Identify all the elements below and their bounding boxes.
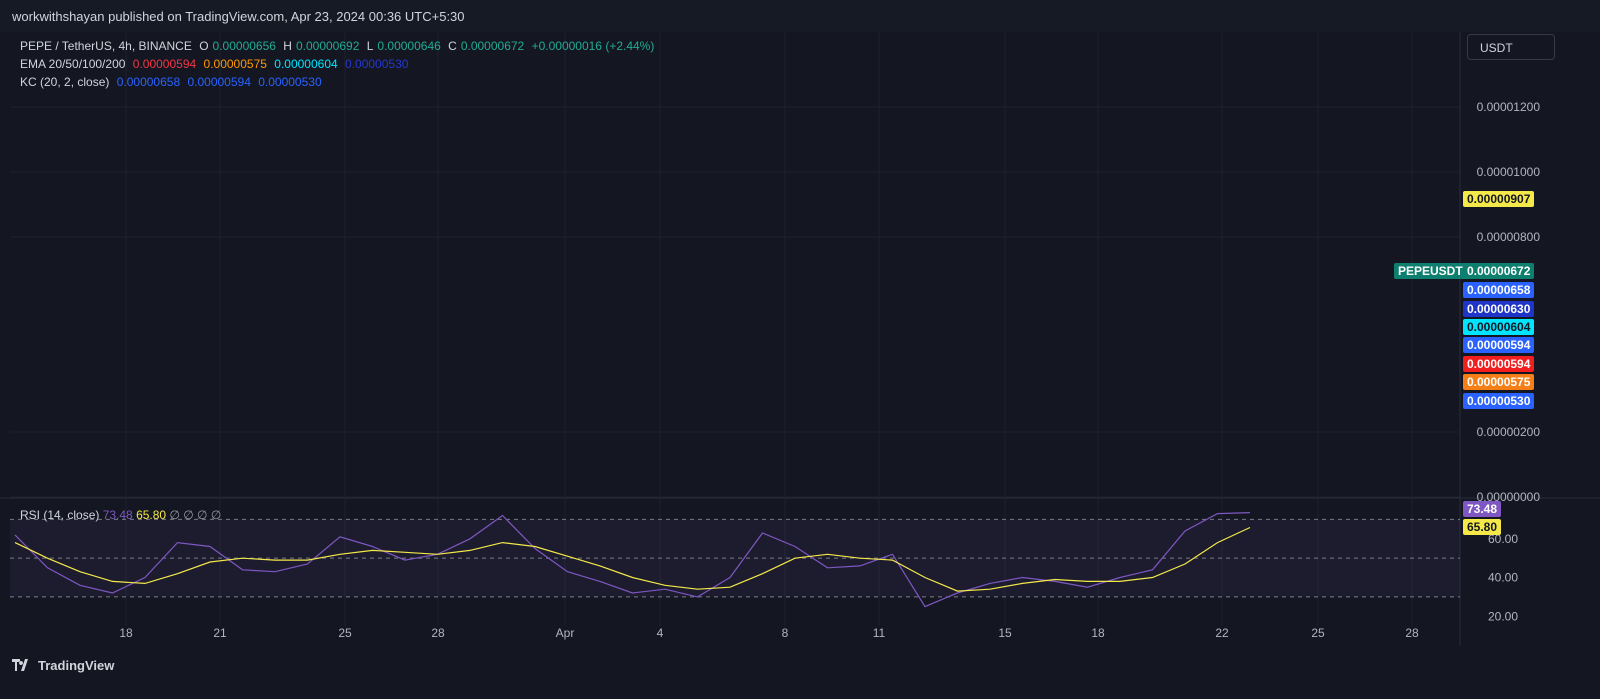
time-axis-label: 4 xyxy=(657,626,664,640)
time-axis-label: 15 xyxy=(998,626,1012,640)
price-tag: 0.00000575 xyxy=(1463,374,1535,390)
time-axis-label: 8 xyxy=(782,626,789,640)
close-label: C xyxy=(448,39,457,53)
change-value: +0.00000016 (+2.44%) xyxy=(531,39,655,53)
rsi-extras: ∅ ∅ ∅ ∅ xyxy=(169,508,222,522)
rsi-ma-line xyxy=(14,526,1251,592)
rsi-pane xyxy=(10,500,1460,626)
rsi-tag: 65.80 xyxy=(1463,519,1502,535)
price-tag: 0.00000672 xyxy=(1463,263,1535,279)
time-axis-label: 18 xyxy=(1091,626,1105,640)
price-axis-label: 0.00000800 xyxy=(1477,230,1541,244)
rsi-axis-label: 20.00 xyxy=(1488,609,1518,623)
time-axis-label: 25 xyxy=(338,626,352,640)
currency-button[interactable]: USDT xyxy=(1467,34,1555,60)
time-axis-label: 22 xyxy=(1215,626,1229,640)
publisher-info: workwithshayan published on TradingView.… xyxy=(12,9,465,24)
symbol-title[interactable]: PEPE / TetherUS, 4h, BINANCE xyxy=(20,39,192,53)
price-tag: 0.00000530 xyxy=(1463,393,1535,409)
rsi-value: 73.48 xyxy=(102,508,133,522)
high-label: H xyxy=(283,39,292,53)
price-pane xyxy=(10,32,1460,497)
low-value: 0.00000646 xyxy=(377,39,441,53)
rsi-tag: 73.48 xyxy=(1463,501,1502,517)
time-axis-label: 28 xyxy=(1405,626,1419,640)
price-tag: 0.00000594 xyxy=(1463,356,1535,372)
price-axis-label: 0.00000200 xyxy=(1477,425,1541,439)
top-bar: workwithshayan published on TradingView.… xyxy=(0,0,1600,32)
rsi-axis-label: 60.00 xyxy=(1488,532,1518,546)
ohlc-legend: PEPE / TetherUS, 4h, BINANCE O 0.00000656… xyxy=(20,39,658,53)
kc-basis-value: 0.00000594 xyxy=(187,75,251,89)
price-tag: 0.00000594 xyxy=(1463,337,1535,353)
ema-legend: EMA 20/50/100/200 0.00000594 0.00000575 … xyxy=(20,57,412,71)
ema100-value: 0.00000604 xyxy=(274,57,338,71)
tradingview-logo-icon xyxy=(12,659,28,671)
price-axis-label: 0.00001200 xyxy=(1477,100,1541,114)
time-axis-label: 18 xyxy=(119,626,133,640)
high-value: 0.00000692 xyxy=(295,39,360,53)
footer-bar xyxy=(0,650,1600,699)
price-tag: 0.00000604 xyxy=(1463,319,1535,335)
rsi-line xyxy=(14,512,1251,608)
open-value: 0.00000656 xyxy=(212,39,276,53)
ema20-value: 0.00000594 xyxy=(132,57,197,71)
ema200-value: 0.00000530 xyxy=(345,57,409,71)
ema-label[interactable]: EMA 20/50/100/200 xyxy=(20,57,126,71)
ema50-value: 0.00000575 xyxy=(203,57,267,71)
close-value: 0.00000672 xyxy=(460,39,525,53)
price-axis-label: 0.00001000 xyxy=(1477,165,1541,179)
time-axis-label: 25 xyxy=(1311,626,1325,640)
kc-lower-value: 0.00000530 xyxy=(258,75,322,89)
price-axis-label: 0.00000000 xyxy=(1477,490,1541,504)
time-axis-label: 21 xyxy=(213,626,227,640)
price-tag: 0.00000658 xyxy=(1463,282,1535,298)
tradingview-brand: TradingView xyxy=(38,658,115,673)
open-label: O xyxy=(199,39,209,53)
low-label: L xyxy=(366,39,374,53)
time-axis-label: 28 xyxy=(431,626,445,640)
rsi-axis-label: 40.00 xyxy=(1488,571,1518,585)
kc-legend: KC (20, 2, close) 0.00000658 0.00000594 … xyxy=(20,75,326,89)
price-tag: 0.00000907 xyxy=(1463,191,1535,207)
time-axis-label: Apr xyxy=(556,626,575,640)
price-tag: 0.00000630 xyxy=(1463,301,1535,317)
kc-label[interactable]: KC (20, 2, close) xyxy=(20,75,110,89)
time-axis-label: 11 xyxy=(873,626,886,640)
rsi-ma-value: 65.80 xyxy=(136,508,167,522)
kc-upper-value: 0.00000658 xyxy=(116,75,181,89)
symbol-price-tag: PEPEUSDT xyxy=(1394,263,1467,279)
tradingview-logo[interactable]: TradingView xyxy=(12,658,114,673)
rsi-legend: RSI (14, close) 73.48 65.80 ∅ ∅ ∅ ∅ xyxy=(20,508,221,522)
rsi-label[interactable]: RSI (14, close) xyxy=(20,508,100,522)
